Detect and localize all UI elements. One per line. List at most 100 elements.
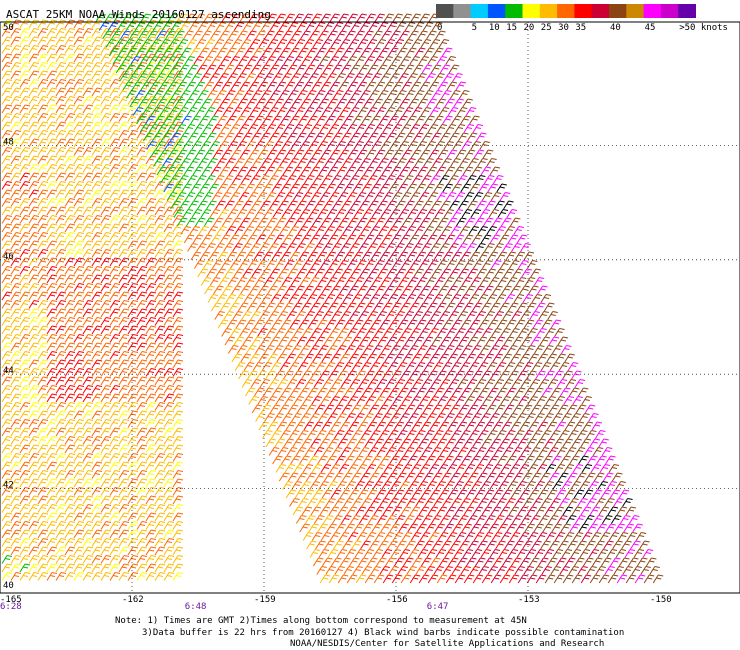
wind-barb — [55, 504, 67, 513]
wind-barb — [19, 53, 31, 63]
wind-barb — [372, 481, 383, 490]
wind-barb — [398, 455, 409, 465]
wind-barb — [10, 36, 22, 46]
wind-barb — [273, 98, 284, 108]
wind-barb — [251, 90, 263, 99]
wind-barb — [487, 387, 499, 397]
wind-barb — [46, 538, 58, 547]
wind-barb — [285, 421, 297, 431]
wind-barb — [154, 104, 166, 114]
wind-barb — [46, 410, 58, 420]
wind-barb — [458, 472, 470, 482]
wind-barb — [401, 532, 413, 541]
wind-barb — [100, 104, 112, 114]
wind-barb — [422, 22, 434, 31]
wind-barb — [10, 147, 22, 156]
wind-barb — [299, 523, 310, 533]
wind-barb — [64, 572, 76, 581]
wind-barb — [363, 302, 375, 312]
wind-barb — [278, 404, 290, 414]
wind-barb — [368, 404, 380, 414]
wind-barb — [448, 515, 460, 524]
wind-barb — [257, 13, 268, 23]
wind-barb — [10, 325, 22, 335]
wind-barb — [455, 81, 467, 91]
wind-barb — [100, 317, 112, 326]
wind-barb — [209, 73, 220, 82]
wind-barb — [472, 574, 484, 584]
wind-barb — [481, 260, 493, 269]
wind-barb — [473, 217, 485, 227]
wind-barb — [196, 64, 208, 74]
wind-barb — [479, 523, 490, 533]
wind-barb — [46, 453, 58, 462]
wind-barb — [64, 240, 76, 250]
wind-barb — [145, 308, 157, 318]
wind-barb — [400, 56, 411, 65]
wind-barb — [10, 62, 22, 71]
wind-barb — [73, 274, 85, 284]
wind-barb — [327, 549, 339, 558]
wind-barb — [370, 498, 381, 507]
wind-barb — [264, 166, 276, 176]
wind-barb — [386, 90, 398, 99]
wind-barb — [91, 512, 103, 522]
wind-barb — [239, 217, 251, 227]
wind-barb — [46, 164, 58, 173]
wind-barb — [356, 217, 368, 227]
wind-barb — [145, 461, 157, 471]
wind-barb — [346, 56, 357, 65]
wind-barb — [322, 311, 333, 320]
wind-barb — [403, 64, 415, 74]
wind-barb — [423, 540, 434, 550]
wind-barb — [452, 73, 463, 82]
wind-barb — [136, 266, 148, 275]
wind-barb — [164, 73, 175, 82]
wind-barb — [359, 404, 371, 414]
wind-barb — [73, 189, 85, 199]
wind-barb — [455, 328, 466, 337]
wind-barb — [55, 155, 67, 165]
wind-barb — [325, 115, 336, 125]
wind-barb — [91, 291, 103, 301]
wind-barb — [355, 124, 367, 133]
wind-barb — [374, 328, 385, 337]
wind-barb — [572, 532, 584, 541]
wind-barb — [175, 124, 187, 133]
wind-barb — [109, 104, 121, 114]
wind-barb — [55, 257, 67, 267]
wind-barb — [241, 132, 253, 142]
wind-barb — [91, 538, 103, 547]
wind-barb — [524, 523, 535, 533]
wind-barb — [533, 345, 545, 354]
wind-barb — [55, 172, 67, 182]
wind-barb — [369, 362, 381, 371]
wind-barb — [91, 325, 103, 335]
wind-barb — [348, 353, 359, 363]
wind-barb — [439, 515, 451, 524]
wind-barb — [133, 64, 145, 74]
wind-barb — [400, 260, 412, 269]
wind-barb — [135, 47, 147, 57]
wind-barb — [435, 549, 447, 558]
wind-barb — [250, 311, 261, 320]
wind-barb — [427, 260, 439, 269]
wind-barb — [447, 489, 459, 499]
wind-barb — [449, 90, 461, 99]
wind-barb — [236, 345, 248, 354]
wind-barb — [419, 328, 430, 337]
wind-barb — [190, 115, 201, 125]
wind-barb — [380, 455, 391, 465]
wind-barb — [118, 512, 130, 522]
wind-barb — [437, 81, 449, 91]
wind-barb — [136, 334, 148, 343]
wind-barb — [341, 336, 353, 346]
wind-barb — [28, 36, 40, 46]
wind-barb — [28, 444, 40, 454]
wind-barb — [228, 98, 239, 108]
wind-barb — [215, 90, 227, 99]
wind-barb — [462, 166, 474, 176]
wind-barb — [391, 192, 403, 201]
wind-barb — [91, 266, 103, 275]
wind-barb — [136, 402, 148, 411]
